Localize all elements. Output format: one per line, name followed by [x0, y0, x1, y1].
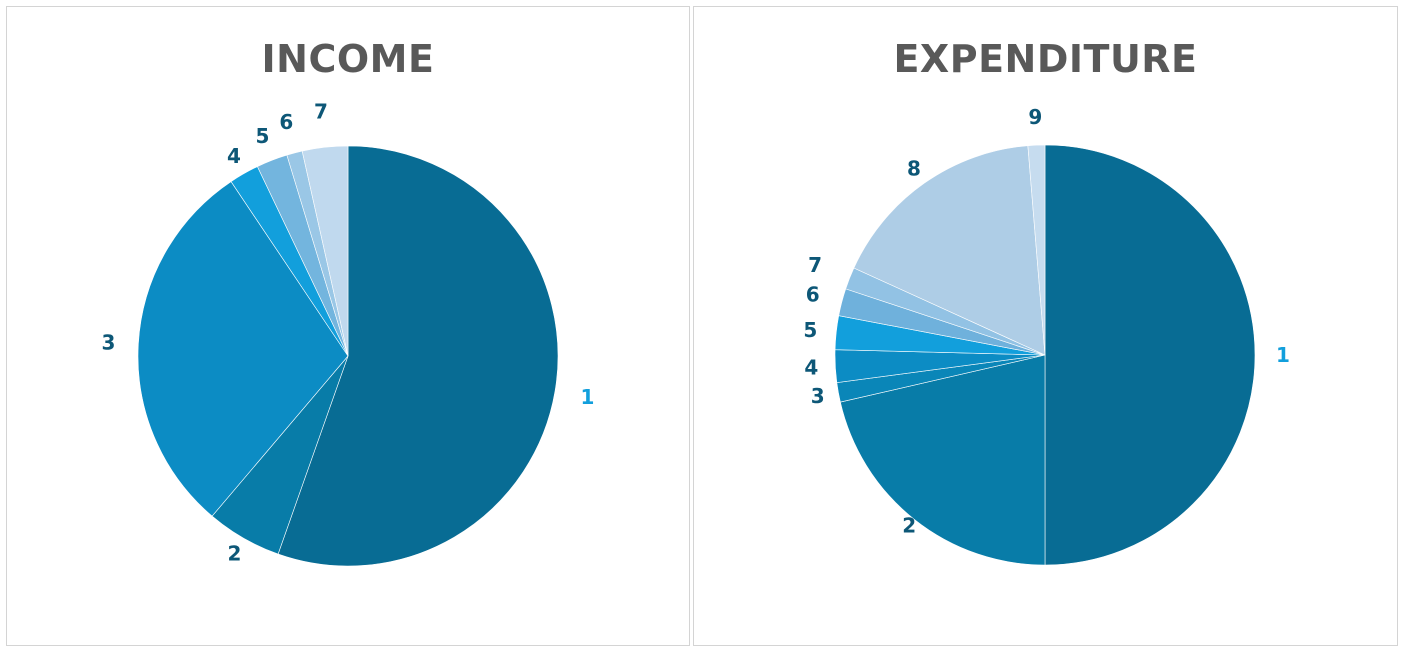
- expenditure-pie-chart: 1 2 3 4 5 6 7 8 9: [803, 105, 1290, 566]
- income-pie-chart: 1 2 3 456 7: [101, 100, 595, 567]
- expenditure-label-3: 3: [811, 384, 825, 408]
- expenditure-chart-panel: EXPENDITURE 1 2 3 4 5 6 7 8 9: [693, 6, 1398, 646]
- income-label-2: 2: [227, 542, 241, 566]
- expenditure-slice-1: [1044, 144, 1256, 566]
- income-slice-7: [301, 145, 349, 357]
- expenditure-label-7: 7: [808, 253, 822, 277]
- expenditure-chart-title: EXPENDITURE: [893, 37, 1198, 81]
- income-label-7: 7: [314, 100, 328, 124]
- income-label-4: 4: [227, 144, 241, 168]
- expenditure-label-5: 5: [803, 318, 817, 342]
- income-chart-title: INCOME: [261, 37, 435, 81]
- income-label-3: 3: [101, 330, 115, 354]
- expenditure-slice-8: [853, 145, 1046, 356]
- expenditure-label-9: 9: [1028, 105, 1042, 129]
- expenditure-slice-2: [839, 354, 1046, 566]
- expenditure-label-8: 8: [907, 157, 921, 181]
- income-label-1: 1: [581, 385, 595, 409]
- income-label-6: 6: [279, 110, 293, 134]
- expenditure-slice-9: [1027, 144, 1046, 356]
- expenditure-label-4: 4: [804, 356, 818, 380]
- expenditure-label-2: 2: [902, 514, 916, 538]
- expenditure-label-6: 6: [806, 283, 820, 307]
- income-slice-3: [137, 181, 349, 517]
- expenditure-label-1: 1: [1276, 343, 1290, 367]
- income-label-5: 5: [256, 124, 270, 148]
